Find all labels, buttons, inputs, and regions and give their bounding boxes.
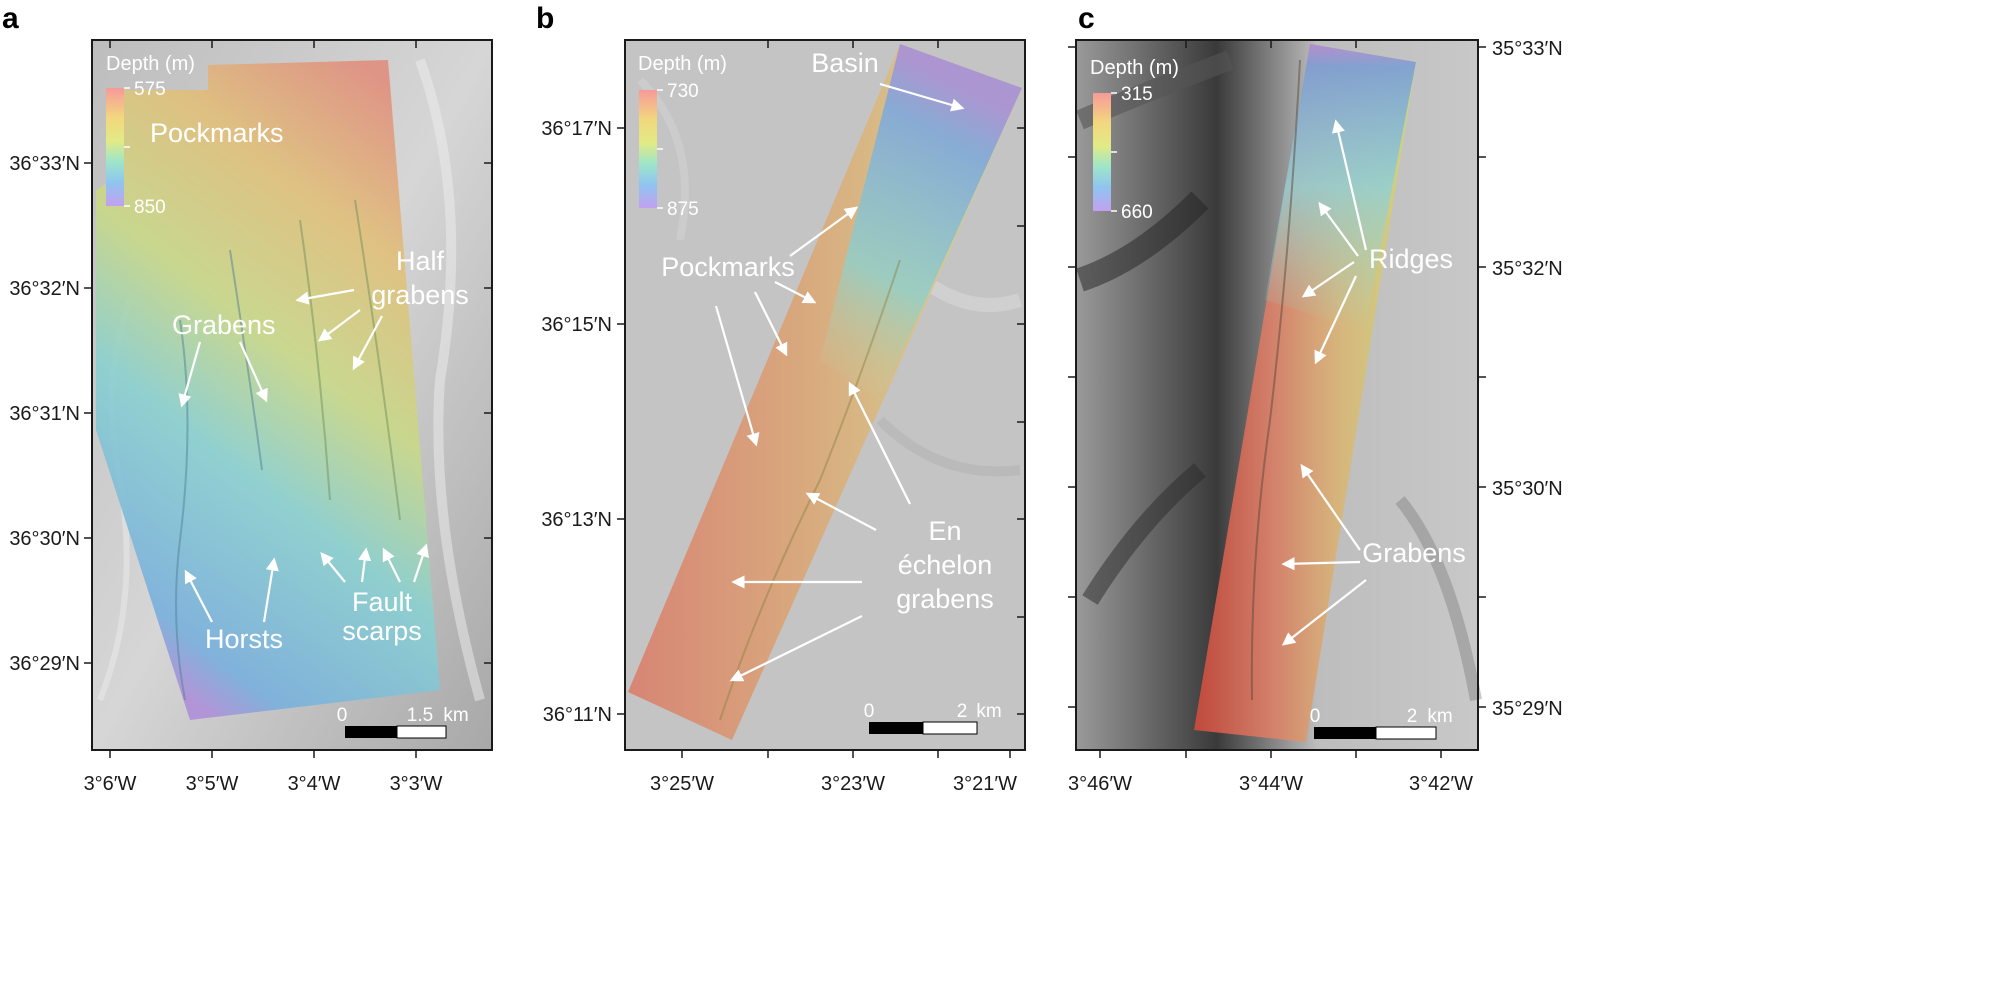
panel-b-lon-tick: 3°25′W <box>650 773 714 795</box>
panel-c-annotations: Ridges Grabens End of segment <box>1126 119 1466 936</box>
panel-b-depth-max: 875 <box>667 199 699 220</box>
panel-c-scale-start: 0 <box>1310 706 1321 727</box>
panel-b-lon-tick: 3°23′W <box>821 773 885 795</box>
panel-a-colorbar: Depth (m) 575 850 <box>106 53 195 218</box>
panel-b-annotation-basin: Basin <box>811 48 879 78</box>
panel-c-lon-tick: 3°44′W <box>1239 773 1303 795</box>
panel-a-lon-tick: 3°4′W <box>288 773 341 795</box>
panel-b <box>624 39 1026 751</box>
panel-a-scalebar-white <box>396 725 447 739</box>
panel-b-scale-start: 0 <box>864 701 875 722</box>
panel-b-annotation-echelon: échelon <box>898 550 993 580</box>
panel-b-lon-tick: 3°21′W <box>953 773 1017 795</box>
panel-b-lat-tick: 36°11′N <box>543 704 612 726</box>
panel-a-annotation-grabens-left: Grabens <box>172 310 276 340</box>
panel-c-lat-tick: 35°30′N <box>1492 478 1563 500</box>
panel-c-lon-tick: 3°42′W <box>1409 773 1473 795</box>
panel-a-annotation-pockmarks: Pockmarks <box>150 118 284 148</box>
panel-b-annotation-pockmarks: Pockmarks <box>661 252 795 282</box>
panel-c-lat-tick: 35°29′N <box>1492 698 1563 720</box>
panel-a-depth-min: 575 <box>134 79 166 100</box>
panel-c-depth-title: Depth (m) <box>1090 57 1179 79</box>
panel-a-lon-ticks: 3°6′W 3°5′W 3°4′W 3°3′W <box>84 40 443 795</box>
panel-a-lat-ticks: 36°33′N 36°32′N 36°31′N 36°30′N 36°29′N <box>9 153 492 675</box>
panel-c-scale-end: 2 <box>1407 706 1418 727</box>
panel-c-lon-tick: 3°46′W <box>1068 773 1132 795</box>
panel-a-lon-tick: 3°6′W <box>84 773 137 795</box>
panel-b-lat-tick: 36°13′N <box>541 509 612 531</box>
panel-c-bathymetry-deep <box>1265 44 1416 330</box>
panel-a-scalebar-black <box>345 726 397 738</box>
panel-a-annotation-fault: Fault <box>352 587 413 617</box>
panel-a-scale-start: 0 <box>337 705 348 726</box>
panel-b-colorbar-gradient <box>639 90 657 208</box>
panel-c-lat-ticks: 35°33′N 35°32′N 35°30′N 35°29′N <box>1068 38 1563 720</box>
panel-a-annotation-half: Half <box>396 246 445 276</box>
panel-a-lat-tick: 36°31′N <box>9 403 80 425</box>
panel-c-scalebar-black <box>1314 727 1376 739</box>
panel-c-frame <box>1075 39 1479 751</box>
panel-a-scale-end: 1.5 <box>407 705 433 726</box>
panel-b-lon-ticks: 3°25′W 3°23′W 3°21′W <box>650 40 1017 795</box>
panel-c-lon-ticks: 3°46′W 3°44′W 3°42′W <box>1068 40 1473 795</box>
panel-a-label: a <box>2 2 19 35</box>
panel-c-annotation-end-of: End of <box>1139 868 1218 898</box>
panel-c-annotation-grabens: Grabens <box>1362 538 1466 568</box>
panel-a-bathymetry <box>96 60 440 720</box>
panel-c-scale-unit: km <box>1427 706 1452 727</box>
panel-a-lat-tick: 36°32′N <box>9 278 80 300</box>
panel-c-label: c <box>1078 2 1095 35</box>
panel-b-scalebar-black <box>869 722 923 734</box>
panel-a-annotation-horsts: Horsts <box>205 624 283 654</box>
panel-c-scalebar: 0 2 km <box>1310 706 1453 740</box>
panel-c-arrows <box>1209 119 1368 863</box>
panel-a <box>91 39 493 751</box>
panel-b-scale-end: 2 <box>957 701 968 722</box>
panel-b-label: b <box>536 2 554 35</box>
panel-c-depth-max: 660 <box>1121 202 1153 223</box>
panel-b-depth-title: Depth (m) <box>638 53 727 75</box>
panel-c-lat-tick: 35°32′N <box>1492 258 1563 280</box>
panel-c-lat-tick: 35°33′N <box>1492 38 1563 60</box>
panel-c-depth-min: 315 <box>1121 84 1153 105</box>
panel-b-scalebar-white <box>922 721 978 735</box>
panel-a-lon-tick: 3°5′W <box>186 773 239 795</box>
panel-b-scalebar: 0 2 km <box>864 701 1002 735</box>
panel-a-colorbar-gradient <box>106 88 124 206</box>
panel-b-scale-unit: km <box>976 701 1001 722</box>
panel-b-frame <box>624 39 1026 751</box>
panel-b-colorbar: Depth (m) 730 875 <box>638 53 727 220</box>
panel-a-annotation-grabens: grabens <box>371 280 469 310</box>
panel-a-scalebar: 0 1.5 km <box>337 705 469 739</box>
panel-a-depth-title: Depth (m) <box>106 53 195 75</box>
panel-c-annotation-ridges: Ridges <box>1369 244 1453 274</box>
panel-c-scalebar-white <box>1375 726 1437 740</box>
panel-c-annotation-segment: segment <box>1126 906 1230 936</box>
panel-a-scale-unit: km <box>443 705 468 726</box>
panel-c-colorbar-gradient <box>1093 93 1111 211</box>
panel-b-lat-tick: 36°15′N <box>541 314 612 336</box>
panel-b-annotations: Basin Pockmarks En échelon grabens <box>661 48 994 682</box>
panel-a-arrows <box>178 288 429 623</box>
panel-a-annotations: Pockmarks Half grabens Grabens Horsts Fa… <box>150 118 469 654</box>
panel-b-arrows <box>714 82 965 682</box>
panel-a-annotation-scarps: scarps <box>342 616 422 646</box>
panel-a-lat-tick: 36°30′N <box>9 528 80 550</box>
panel-a-frame <box>91 39 493 751</box>
panel-b-annotation-en: En <box>928 516 961 546</box>
panel-b-bathymetry-deep <box>820 44 1022 400</box>
panel-a-lat-tick: 36°33′N <box>9 153 80 175</box>
panel-a-lon-tick: 3°3′W <box>390 773 443 795</box>
panel-a-lat-tick: 36°29′N <box>9 653 80 675</box>
panel-b-lat-tick: 36°17′N <box>541 118 612 140</box>
panel-b-annotation-grabens: grabens <box>896 584 994 614</box>
panel-c <box>1075 39 1482 751</box>
panel-c-colorbar: Depth (m) 315 660 <box>1090 57 1179 223</box>
panel-b-lat-ticks: 36°17′N 36°15′N 36°13′N 36°11′N <box>541 118 1025 726</box>
panel-a-depth-max: 850 <box>134 197 166 218</box>
panel-b-depth-min: 730 <box>667 81 699 102</box>
